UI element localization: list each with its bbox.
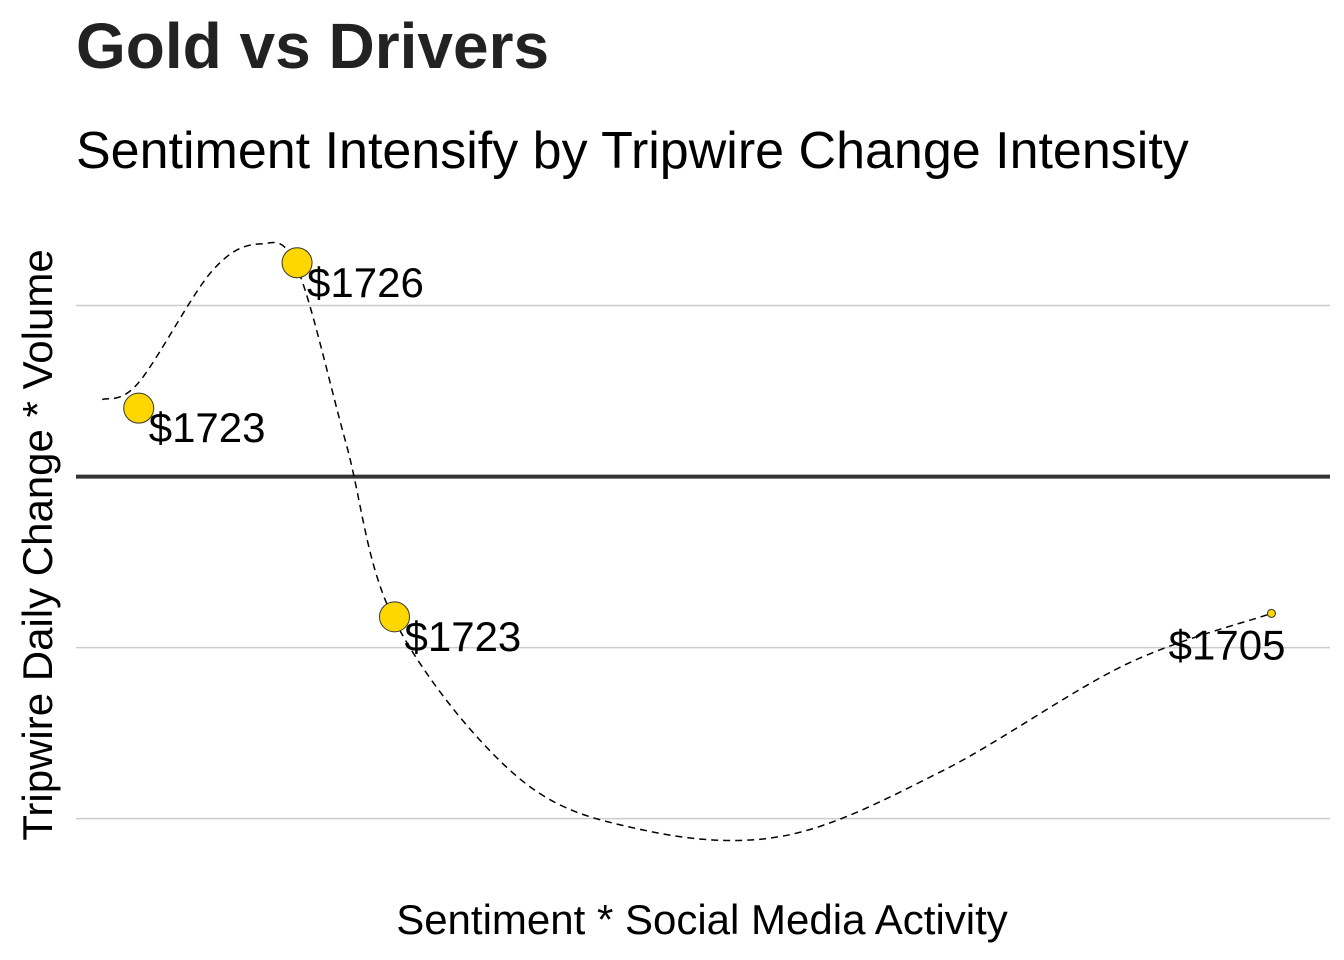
x-axis-label: Sentiment * Social Media Activity — [396, 896, 1008, 943]
plot-area: $1723 $1726 $1723 $1705 — [76, 241, 1330, 842]
point-label-4: $1705 — [1169, 621, 1286, 668]
chart-subtitle: Sentiment Intensify by Tripwire Change I… — [76, 122, 1189, 180]
point-label-3: $1723 — [405, 613, 522, 660]
trend-line — [101, 241, 1272, 842]
point-label-2: $1726 — [307, 259, 424, 306]
y-axis-label: Tripwire Daily Change * Volume — [14, 249, 61, 840]
data-point-2 — [281, 247, 313, 279]
data-point-4 — [1266, 608, 1276, 618]
chart-title: Gold vs Drivers — [76, 10, 549, 82]
data-point-3 — [379, 601, 410, 633]
data-point-1 — [123, 392, 155, 424]
point-label-1: $1723 — [149, 404, 266, 451]
